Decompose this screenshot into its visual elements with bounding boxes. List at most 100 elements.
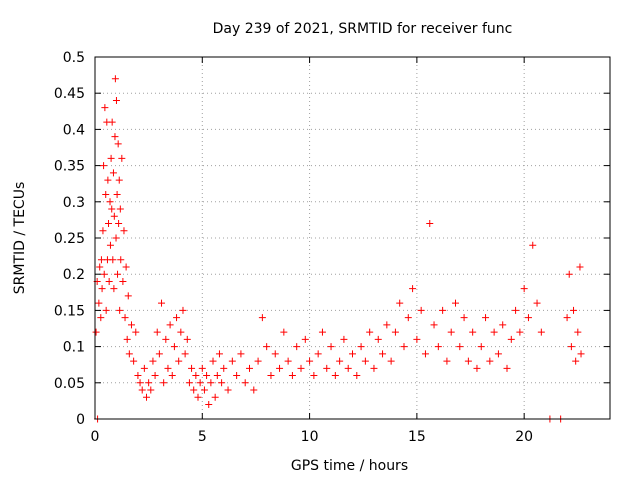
data-point [512,306,520,314]
y-tick-label: 0.3 [63,195,85,211]
data-point [114,270,122,278]
data-point [196,379,204,387]
data-point [439,306,447,314]
y-tick-label: 0.2 [63,267,85,283]
data-point [241,379,249,387]
data-point [158,299,166,307]
data-point [106,241,114,249]
data-point [494,350,502,358]
data-point [336,357,344,365]
data-point [198,364,206,372]
data-point [306,357,314,365]
y-tick-label: 0.1 [63,340,85,356]
y-tick-label: 0.25 [54,231,85,247]
data-point [213,372,221,380]
y-tick-label: 0 [76,412,85,428]
data-point [246,364,253,372]
data-point [537,328,545,336]
data-point [181,350,189,358]
y-tick-label: 0.5 [63,50,85,66]
data-point [162,335,170,343]
data-point [120,227,128,235]
data-point [572,357,580,365]
data-point [409,285,417,293]
data-point [188,364,196,372]
data-point [565,270,573,278]
data-point [98,285,106,293]
x-axis-label: GPS time / hours [291,458,408,474]
data-point [177,328,185,336]
data-point [284,357,292,365]
data-point [276,364,284,372]
data-point [102,306,110,314]
data-point [97,256,105,264]
data-point [443,357,451,365]
data-point [318,328,326,336]
data-point [115,220,123,228]
data-point [563,314,571,322]
data-point [516,328,524,336]
data-point [469,328,477,336]
data-point [310,372,318,380]
data-point [404,314,412,322]
data-point [106,198,114,206]
data-point [570,306,578,314]
data-point [116,306,124,314]
data-point [297,364,305,372]
data-point [344,364,352,372]
data-point [115,176,123,184]
data-point [482,314,490,322]
data-point [134,372,142,380]
data-point [421,350,429,358]
data-point [117,256,125,264]
data-point [111,133,119,141]
data-point [533,299,541,307]
data-point [374,335,382,343]
data-point [110,212,118,220]
data-point [280,328,288,336]
data-point [237,350,245,358]
y-axis-label: SRMTID / TECUs [12,182,28,295]
data-point [104,176,112,184]
data-point [175,357,183,365]
data-point [119,277,127,285]
data-point [108,118,116,126]
data-point [151,372,159,380]
data-point [149,357,157,365]
data-point [101,104,109,112]
data-point [105,277,113,285]
y-tick-label: 0.05 [54,376,85,392]
data-point [170,343,178,351]
y-tick-label: 0.45 [54,86,85,102]
data-point [203,372,211,380]
data-point [473,364,481,372]
data-point [112,234,120,242]
data-point [288,372,296,380]
y-tick-label: 0.4 [63,122,85,138]
data-point [113,191,121,199]
data-point [349,350,356,358]
data-point [224,386,232,394]
data-point [160,379,168,387]
data-point [122,263,130,271]
data-point [263,343,271,351]
data-point [200,386,208,394]
data-point [387,357,395,365]
x-tick-label: 15 [408,429,426,445]
data-point [396,299,404,307]
data-point [391,328,399,336]
y-tick-label: 0.35 [54,159,85,175]
data-point [108,205,116,213]
data-point [114,140,122,148]
data-point [576,263,584,271]
tick-labels: 0 0.05 0.1 0.15 0.2 0.25 0.3 0.35 0.4 0.45 0.5 0 5 10… [54,50,533,445]
data-point [107,154,115,162]
data-point [434,343,442,351]
data-point [215,350,223,358]
data-point [267,372,275,380]
data-point [173,314,181,322]
data-point [452,299,459,307]
x-tick-label: 10 [301,429,319,445]
data-point [140,364,148,372]
data-point [136,379,144,387]
